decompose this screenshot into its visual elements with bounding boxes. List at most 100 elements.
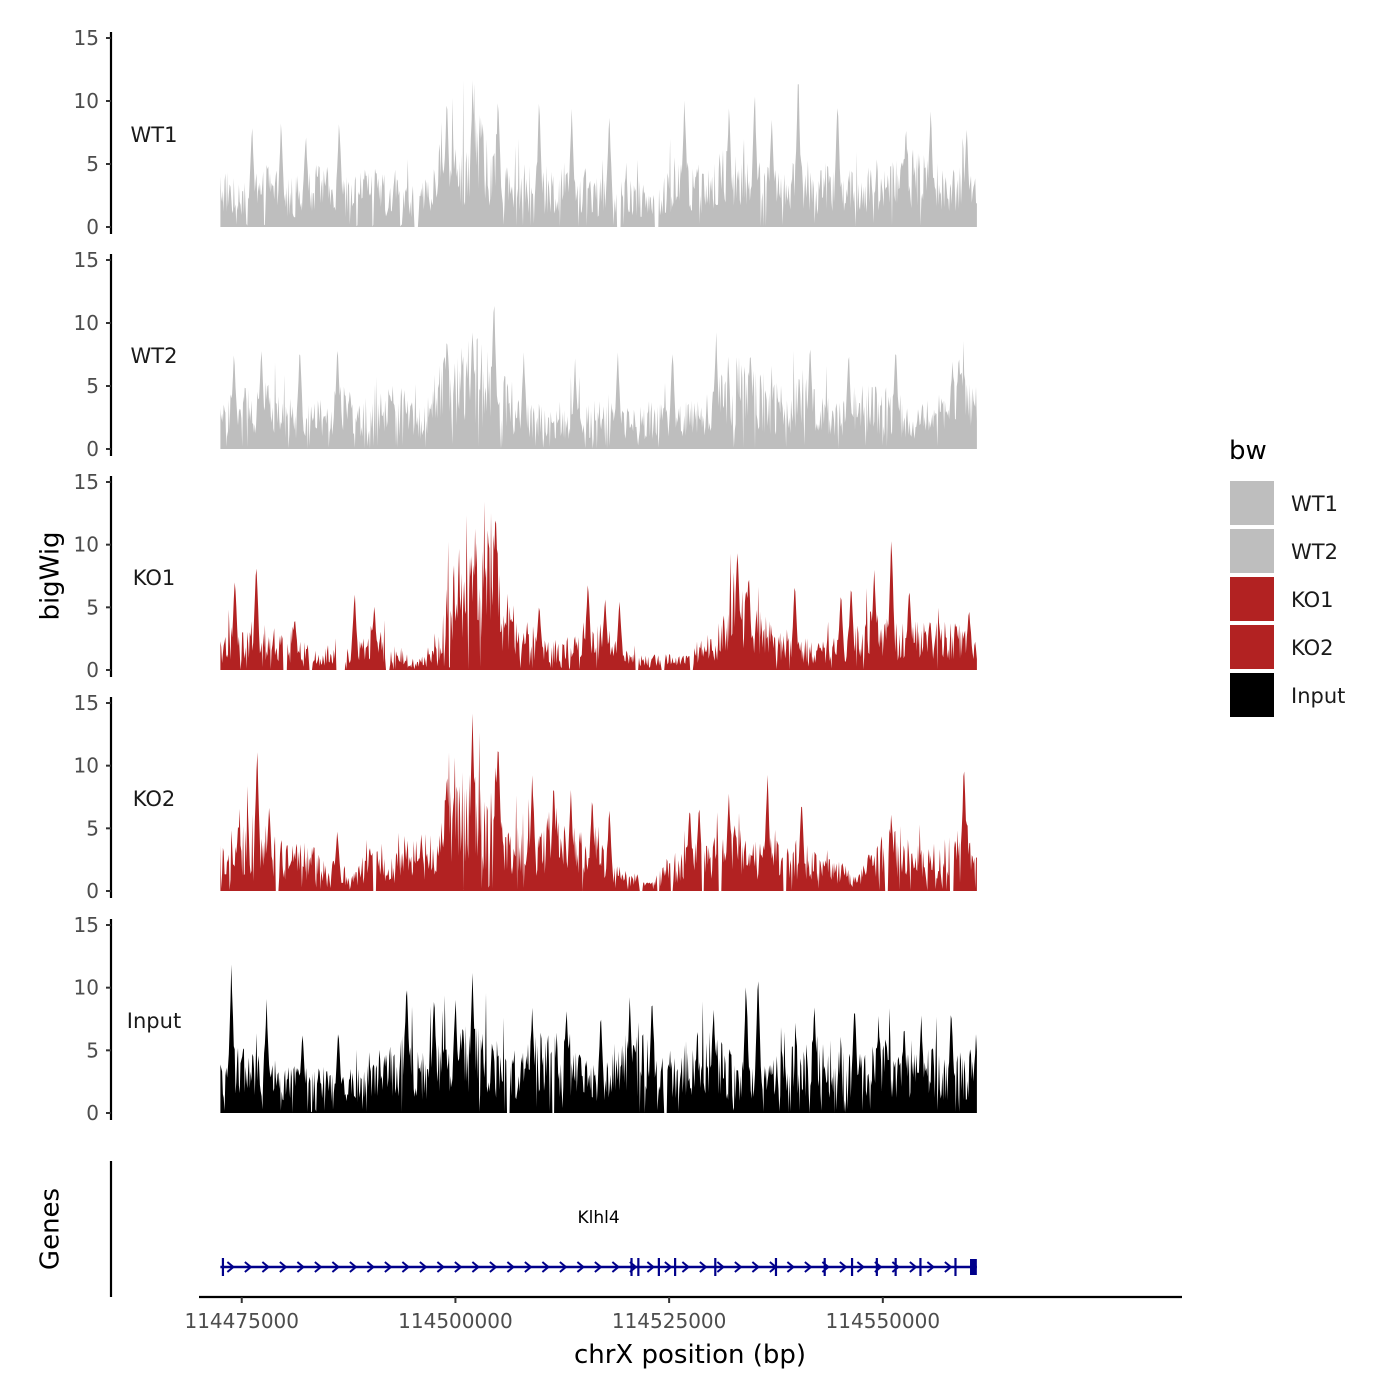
y-axis-title: bigWig	[36, 531, 66, 620]
x-axis: 114475000 114500000 114525000 114550000 chr…	[184, 1295, 1182, 1370]
y-tick-label: 15	[74, 470, 99, 494]
strand-arrow	[944, 1261, 953, 1273]
strand-arrow	[349, 1261, 358, 1273]
y-tick-label: 15	[74, 26, 99, 50]
x-tick-label: 114550000	[826, 1309, 941, 1333]
track-label: WT2	[131, 344, 178, 368]
strand-arrow	[646, 1261, 655, 1273]
legend: bw WT1 WT2 KO1 KO2 Input	[1228, 436, 1345, 719]
strand-arrow	[699, 1261, 708, 1273]
strand-arrow	[401, 1261, 410, 1273]
strand-arrow	[419, 1261, 428, 1273]
strand-arrow	[436, 1261, 445, 1273]
gene-last-exon	[970, 1259, 977, 1275]
track-label: KO1	[133, 566, 176, 590]
y-tick-label: 10	[74, 89, 99, 113]
strand-arrow	[471, 1261, 480, 1273]
strand-arrow	[594, 1261, 603, 1273]
x-ticks: 114475000 114500000 114525000 114550000	[184, 1297, 940, 1333]
strand-arrow	[926, 1261, 935, 1273]
strand-arrow	[541, 1261, 550, 1273]
x-axis-title: chrX position (bp)	[574, 1340, 806, 1370]
coverage-area-wt2	[220, 305, 977, 449]
y-tick-label: 15	[74, 691, 99, 715]
track-ko1: 0 5 10 15 KO1	[74, 470, 977, 682]
y-tick-label: 5	[86, 595, 99, 619]
strand-arrow	[314, 1261, 323, 1273]
strand-arrow	[244, 1261, 253, 1273]
strand-arrow	[804, 1261, 813, 1273]
gene-model	[220, 1258, 977, 1276]
gene-track: Genes Klhl4	[36, 1161, 977, 1297]
strand-arrow	[279, 1261, 288, 1273]
strand-arrow	[734, 1261, 743, 1273]
track-wt1: 0 5 10 15 WT1	[74, 26, 977, 239]
y-tick-label: 0	[86, 215, 99, 239]
strand-arrow	[384, 1261, 393, 1273]
strand-arrow	[576, 1261, 585, 1273]
legend-label-wt1: WT1	[1291, 492, 1338, 516]
track-label: WT1	[131, 123, 178, 147]
x-tick-label: 114475000	[184, 1309, 299, 1333]
y-tick-label: 15	[74, 913, 99, 937]
track-input: 0 5 10 15 Input	[74, 913, 977, 1125]
strand-arrow	[839, 1261, 848, 1273]
strand-arrow	[909, 1261, 918, 1273]
y-tick-label: 5	[86, 816, 99, 840]
track-ko2: 0 5 10 15 KO2	[74, 691, 977, 903]
y-tick-label: 0	[86, 1101, 99, 1125]
y-tick-label: 0	[86, 658, 99, 682]
strand-arrow	[559, 1261, 568, 1273]
strand-arrow	[611, 1261, 620, 1273]
track-label: KO2	[133, 787, 176, 811]
legend-label-ko2: KO2	[1291, 636, 1334, 660]
strand-arrow	[226, 1261, 235, 1273]
track-wt2: 0 5 10 15 WT2	[74, 248, 977, 461]
strand-arrow	[716, 1261, 725, 1273]
legend-key-ko1	[1228, 575, 1276, 623]
legend-title: bw	[1229, 436, 1267, 466]
strand-arrow	[856, 1261, 865, 1273]
strand-arrow	[454, 1261, 463, 1273]
legend-label-input: Input	[1291, 684, 1345, 708]
y-tick-label: 5	[86, 374, 99, 398]
y-tick-label: 5	[86, 152, 99, 176]
coverage-area-input	[220, 964, 977, 1113]
gene-track-label: Genes	[36, 1188, 66, 1270]
strand-arrow	[786, 1261, 795, 1273]
y-tick-label: 0	[86, 879, 99, 903]
strand-arrow	[489, 1261, 498, 1273]
y-tick-label: 10	[74, 311, 99, 335]
strand-arrow	[891, 1261, 900, 1273]
gene-name-label: Klhl4	[578, 1208, 620, 1228]
legend-key-ko2	[1228, 623, 1276, 671]
y-tick-label: 0	[86, 437, 99, 461]
legend-key-input	[1228, 671, 1276, 719]
coverage-area-wt1	[220, 79, 977, 228]
coverage-tracks: 0 5 10 15 WT1 0 5 10 15 WT2 0 5 10 15 KO1 0 5 10 15 KO2 0 5 10…	[74, 26, 977, 1125]
strand-arrow	[261, 1261, 270, 1273]
coverage-area-ko2	[220, 713, 977, 891]
legend-label-ko1: KO1	[1291, 588, 1334, 612]
y-tick-label: 10	[74, 754, 99, 778]
x-tick-label: 114525000	[612, 1309, 727, 1333]
x-tick-label: 114500000	[398, 1309, 513, 1333]
strand-arrow	[751, 1261, 760, 1273]
y-tick-label: 5	[86, 1038, 99, 1062]
y-tick-label: 10	[74, 533, 99, 557]
strand-arrow	[524, 1261, 533, 1273]
y-tick-label: 15	[74, 248, 99, 272]
strand-arrow	[681, 1261, 690, 1273]
track-label: Input	[127, 1009, 181, 1033]
strand-arrow	[296, 1261, 305, 1273]
strand-arrow	[366, 1261, 375, 1273]
y-tick-label: 10	[74, 976, 99, 1000]
legend-label-wt2: WT2	[1291, 540, 1338, 564]
legend-key-wt2	[1228, 527, 1276, 575]
strand-arrow	[506, 1261, 515, 1273]
legend-key-wt1	[1228, 479, 1276, 527]
strand-arrow	[664, 1261, 673, 1273]
strand-arrow	[331, 1261, 340, 1273]
coverage-area-ko1	[220, 501, 977, 670]
